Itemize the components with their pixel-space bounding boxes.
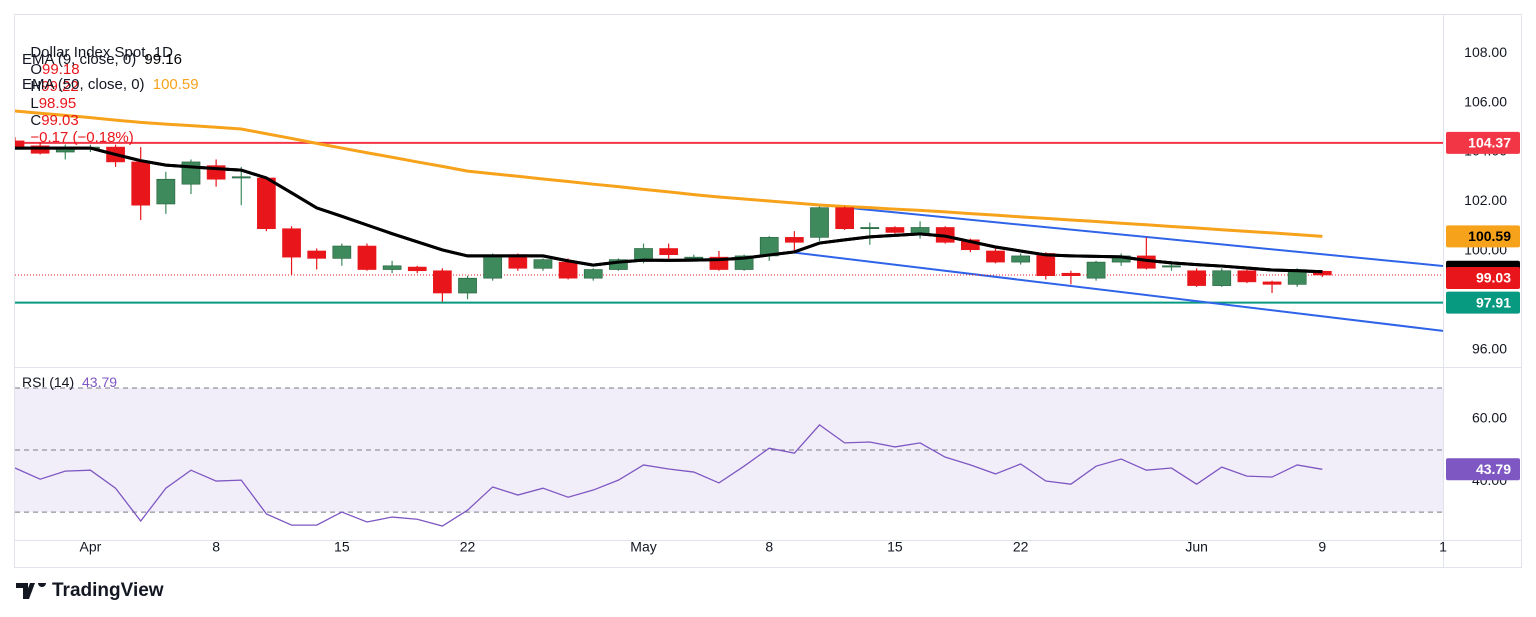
axes: Apr81522May81522Jun9196.0098.00100.00102… — [80, 44, 1520, 555]
price-badge — [1446, 291, 1520, 314]
label: C — [30, 112, 42, 129]
candle-body — [257, 177, 276, 230]
candle-body — [433, 270, 452, 294]
candle-body — [458, 277, 477, 294]
branding: TradingView — [16, 580, 164, 602]
label: L — [30, 95, 39, 112]
price-badge-label: 97.91 — [1476, 294, 1511, 310]
x-tick-label: Apr — [80, 539, 102, 555]
rsi-name: RSI (14) — [22, 374, 75, 390]
x-tick-label: 22 — [1013, 539, 1029, 555]
ema-legend: EMA (9, close, 0) 99.16 — [22, 51, 186, 68]
ema-name: EMA (50, close, 0) — [22, 76, 145, 93]
y-tick-label: 60.00 — [1472, 410, 1507, 426]
price-badge — [1446, 266, 1520, 289]
price-badge-label: 100.59 — [1468, 228, 1511, 244]
x-tick-label: Jun — [1185, 539, 1208, 555]
y-tick-label: 102.00 — [1464, 192, 1507, 208]
candle-body — [684, 256, 704, 259]
brand-name: TradingView — [52, 580, 164, 601]
candle-body — [407, 266, 427, 272]
x-tick-label: 22 — [460, 539, 476, 555]
candle-body — [810, 207, 829, 238]
candle-body — [1162, 265, 1181, 268]
ema-value: 99.16 — [144, 51, 182, 68]
candle-body — [1187, 270, 1206, 286]
candle-body — [231, 176, 251, 179]
ema-value: 100.59 — [152, 76, 199, 93]
x-tick-label: May — [630, 539, 656, 555]
x-tick-label: 8 — [212, 539, 220, 555]
price-pane — [15, 109, 1443, 332]
candle-body — [533, 259, 553, 269]
candle-body — [332, 245, 352, 259]
x-tick-label: 9 — [1318, 539, 1326, 555]
candle-body — [634, 248, 653, 260]
candle-body — [483, 255, 503, 279]
candle-body — [382, 265, 402, 270]
ohlc: L98.95 — [30, 95, 80, 112]
candle-body — [860, 227, 880, 230]
candle-body — [1086, 261, 1106, 279]
value: 99.18 — [42, 61, 80, 78]
candle-body — [583, 269, 603, 279]
x-tick-label: 1 — [1439, 539, 1447, 555]
price-badge — [1446, 225, 1520, 248]
trend-line — [839, 205, 1443, 268]
candle-body — [282, 228, 301, 258]
price-badge — [1446, 131, 1520, 154]
candle-body — [659, 248, 679, 255]
candle-body — [131, 161, 151, 206]
change: −0.17 (−0.18%) — [30, 129, 134, 146]
candle-body — [15, 140, 25, 148]
value: 98.95 — [38, 95, 77, 112]
candle-body — [1011, 255, 1030, 263]
ohlc-legend: Dollar Index Spot, 1D O99.18 H99.22 L98.… — [22, 27, 177, 146]
candle-body — [357, 245, 377, 270]
ema-name: EMA (9, close, 0) — [22, 51, 137, 68]
candle-body — [558, 261, 578, 279]
ema-line — [15, 109, 1323, 238]
rsi-pane — [15, 387, 1443, 527]
x-tick-label: 15 — [887, 539, 903, 555]
y-tick-label: 106.00 — [1464, 93, 1507, 109]
trend-line — [789, 250, 1443, 332]
ema-line — [15, 146, 1323, 274]
frame — [14, 14, 1522, 568]
price-badge-label: 43.79 — [1476, 461, 1511, 477]
price-badge-label: 104.37 — [1468, 135, 1511, 151]
candle-body — [307, 250, 327, 259]
label: O — [30, 61, 43, 78]
logo — [16, 583, 46, 599]
ema-legend: EMA (50, close, 0) 100.59 — [22, 76, 203, 93]
price-badge-label: 99.03 — [1476, 270, 1511, 286]
candle-body — [156, 178, 176, 205]
y-tick-label: 96.00 — [1472, 341, 1507, 357]
ohlc: O99.18 — [30, 61, 83, 78]
candle-body — [885, 227, 905, 233]
rsi-value: 43.79 — [82, 374, 118, 390]
candle-body — [1036, 253, 1056, 277]
rsi-line — [15, 424, 1323, 527]
value: 99.22 — [41, 78, 79, 95]
candle-body — [1061, 272, 1081, 277]
label: H — [30, 78, 42, 95]
rsi-legend: RSI (14) 43.79 — [22, 374, 121, 390]
candle-body — [785, 237, 804, 243]
price-badge — [1446, 458, 1520, 481]
ohlc: C99.03 — [30, 112, 82, 129]
y-tick-label: 108.00 — [1464, 44, 1507, 60]
x-tick-label: 8 — [765, 539, 773, 555]
candle-body — [835, 207, 854, 230]
candle-body — [1237, 270, 1257, 283]
candle-body — [1212, 270, 1232, 286]
x-tick-label: 15 — [334, 539, 350, 555]
candle-body — [986, 250, 1005, 263]
ohlc: H99.22 — [30, 78, 82, 95]
value: 99.03 — [41, 112, 79, 129]
candle-body — [1262, 281, 1282, 285]
symbol: Dollar Index Spot, 1D — [30, 44, 173, 61]
